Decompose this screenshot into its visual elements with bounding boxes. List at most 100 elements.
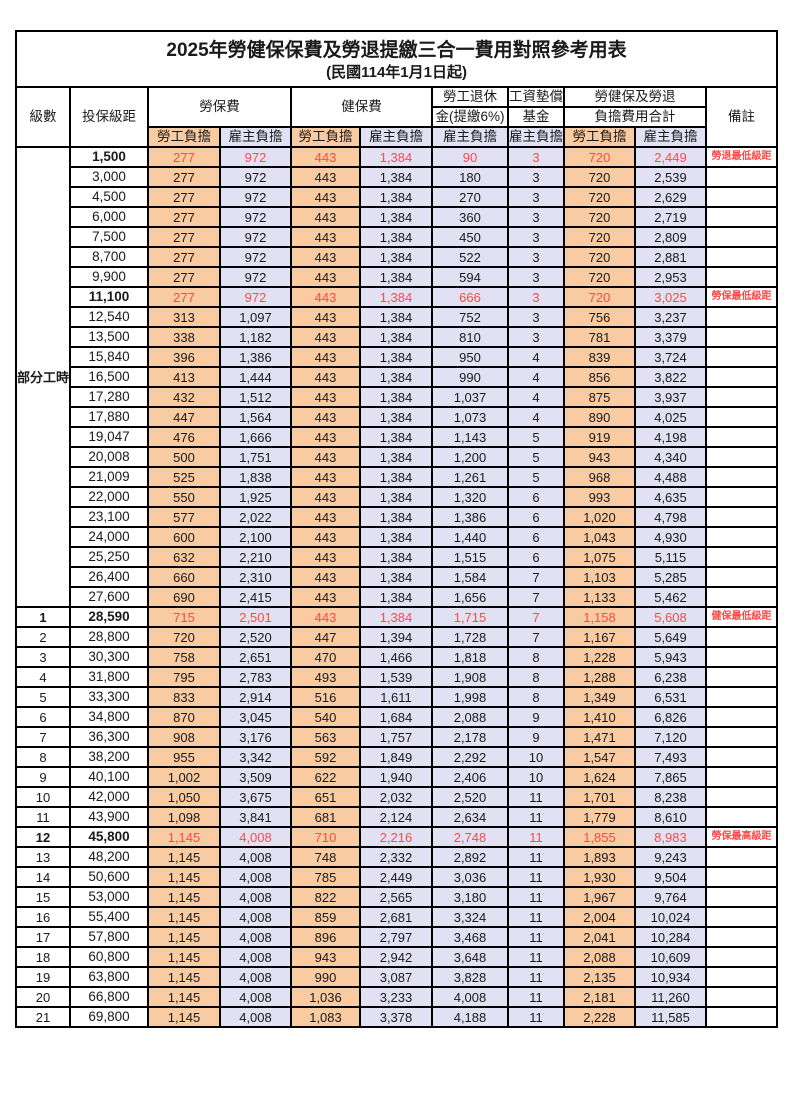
table-row: 2 28,800 720 2,520 447 1,394 1,728 7 1,167 5,649 (15, 626, 779, 648)
total-employee-cell: 1,410 (563, 706, 636, 728)
labor-employee-cell: 1,145 (147, 826, 221, 848)
pension-employer-cell: 2,088 (431, 706, 509, 728)
remark-cell (704, 446, 779, 468)
health-employer-cell: 1,611 (359, 686, 433, 708)
labor-employer-cell: 1,751 (219, 446, 292, 468)
health-employee-cell: 443 (290, 346, 361, 368)
labor-employer-cell: 1,564 (219, 406, 292, 428)
subheader-total-employer: 雇主負擔 (634, 126, 707, 148)
total-employer-cell: 10,024 (634, 906, 707, 928)
bracket-cell: 6,000 (69, 206, 149, 228)
health-employer-cell: 1,384 (359, 486, 433, 508)
bracket-cell: 28,800 (69, 626, 149, 648)
total-employer-cell: 2,539 (634, 166, 707, 188)
total-employer-cell: 5,285 (634, 566, 707, 588)
total-employee-cell: 2,181 (563, 986, 636, 1008)
bracket-cell: 22,000 (69, 486, 149, 508)
labor-employer-cell: 972 (219, 266, 292, 288)
table-row: 15,840 396 1,386 443 1,384 950 4 839 3,724 (16, 346, 779, 368)
wage-fund-employer-cell: 3 (507, 146, 565, 168)
wage-fund-employer-cell: 11 (507, 966, 565, 988)
bracket-cell: 57,800 (69, 926, 149, 948)
remark-cell (704, 726, 779, 748)
health-employee-cell: 896 (290, 926, 361, 948)
pension-employer-cell: 1,998 (431, 686, 509, 708)
wage-fund-employer-cell: 8 (507, 686, 565, 708)
labor-employer-cell: 1,182 (219, 326, 292, 348)
health-employee-cell: 785 (290, 866, 361, 888)
total-employee-cell: 781 (563, 326, 636, 348)
labor-employer-cell: 3,509 (219, 766, 292, 788)
pension-employer-cell: 1,715 (431, 606, 509, 628)
pension-employer-cell: 1,728 (431, 626, 509, 648)
health-employee-cell: 443 (290, 446, 361, 468)
table-row: 25,250 632 2,210 443 1,384 1,515 6 1,075 5,115 (16, 546, 779, 568)
total-employer-cell: 9,243 (634, 846, 707, 868)
health-employee-cell: 622 (290, 766, 361, 788)
wage-fund-employer-cell: 5 (507, 466, 565, 488)
pension-employer-cell: 1,908 (431, 666, 509, 688)
wage-fund-employer-cell: 11 (507, 1006, 565, 1028)
level-cell: 11 (15, 806, 71, 828)
labor-employee-cell: 1,145 (147, 926, 221, 948)
pension-employer-cell: 3,828 (431, 966, 509, 988)
bracket-cell: 50,600 (69, 866, 149, 888)
health-employee-cell: 592 (290, 746, 361, 768)
health-employer-cell: 1,384 (359, 446, 433, 468)
health-employer-cell: 1,539 (359, 666, 433, 688)
health-employer-cell: 1,384 (359, 606, 433, 628)
total-employee-cell: 1,103 (563, 566, 636, 588)
bracket-cell: 53,000 (69, 886, 149, 908)
total-employee-cell: 1,228 (563, 646, 636, 668)
total-employee-cell: 720 (563, 166, 636, 188)
table-title-block: 2025年勞健保保費及勞退提繳三合一費用對照參考用表 (民國114年1月1日起) (14, 30, 779, 88)
total-employee-cell: 943 (563, 446, 636, 468)
labor-employee-cell: 833 (147, 686, 221, 708)
remark-cell (704, 206, 779, 228)
pension-employer-cell: 1,818 (431, 646, 509, 668)
health-employee-cell: 443 (290, 386, 361, 408)
health-employee-cell: 443 (290, 306, 361, 328)
health-employer-cell: 2,681 (359, 906, 433, 928)
total-employee-cell: 720 (563, 266, 636, 288)
labor-employee-cell: 660 (147, 566, 221, 588)
table-row: 11 43,900 1,098 3,841 681 2,124 2,634 11 1,779 8,… (15, 806, 779, 828)
health-employer-cell: 2,565 (359, 886, 433, 908)
labor-employee-cell: 1,145 (147, 906, 221, 928)
health-employee-cell: 443 (290, 486, 361, 508)
total-employee-cell: 2,004 (563, 906, 636, 928)
total-employee-cell: 1,855 (563, 826, 636, 848)
total-employer-cell: 4,798 (634, 506, 707, 528)
health-employer-cell: 1,384 (359, 326, 433, 348)
bracket-cell: 1,500 (69, 146, 149, 168)
table-row: 14 50,600 1,145 4,008 785 2,449 3,036 11 1,930 9,… (15, 866, 779, 888)
remark-cell (704, 486, 779, 508)
pension-employer-cell: 4,188 (431, 1006, 509, 1028)
wage-fund-employer-cell: 6 (507, 506, 565, 528)
pension-employer-cell: 522 (431, 246, 509, 268)
total-employee-cell: 2,228 (563, 1006, 636, 1028)
total-employee-cell: 2,088 (563, 946, 636, 968)
health-employee-cell: 493 (290, 666, 361, 688)
total-employee-cell: 1,349 (563, 686, 636, 708)
remark-cell: 勞保最高級距 (704, 826, 779, 848)
level-cell: 15 (15, 886, 71, 908)
wage-fund-employer-cell: 3 (507, 186, 565, 208)
bracket-cell: 16,500 (69, 366, 149, 388)
pension-employer-cell: 1,037 (431, 386, 509, 408)
labor-employee-cell: 277 (147, 246, 221, 268)
total-employee-cell: 1,288 (563, 666, 636, 688)
labor-employee-cell: 1,145 (147, 846, 221, 868)
wage-fund-employer-cell: 4 (507, 386, 565, 408)
labor-employer-cell: 972 (219, 206, 292, 228)
level-cell: 2 (15, 626, 71, 648)
health-employer-cell: 1,384 (359, 226, 433, 248)
remark-cell (704, 986, 779, 1008)
health-employee-cell: 443 (290, 526, 361, 548)
health-employer-cell: 1,384 (359, 466, 433, 488)
total-employer-cell: 3,025 (634, 286, 707, 308)
total-employee-cell: 1,020 (563, 506, 636, 528)
level-cell: 21 (15, 1006, 71, 1028)
table-body: 部分工時 1,500 277 972 443 1,384 90 3 720 2,449 勞退最低級距… (15, 146, 779, 1028)
fee-table: 2025年勞健保保費及勞退提繳三合一費用對照參考用表 (民國114年1月1日起)… (14, 30, 779, 1028)
